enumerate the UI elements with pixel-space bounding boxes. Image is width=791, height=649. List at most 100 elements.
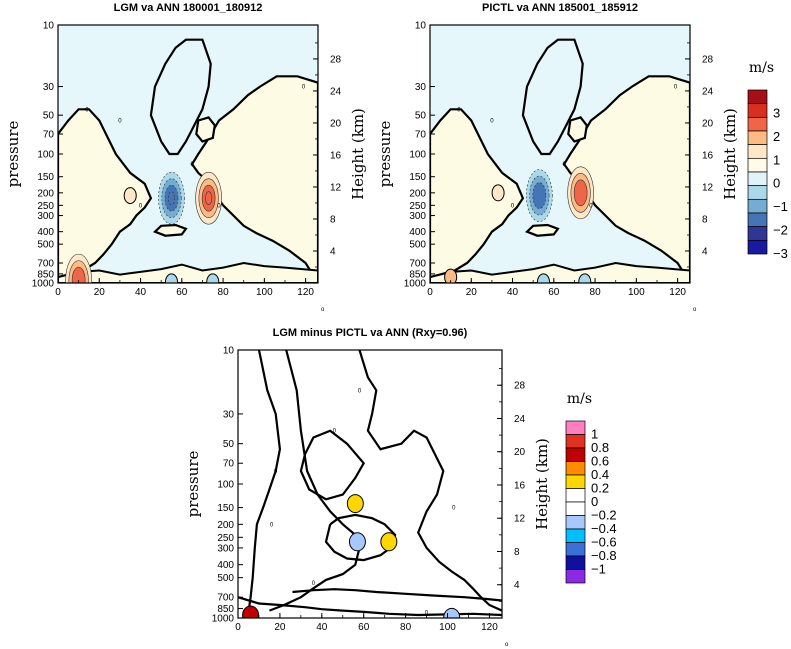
colorbar-label: −1 <box>591 562 606 577</box>
contour-feature-3 <box>491 184 505 202</box>
h-tick-label: 16 <box>514 480 526 491</box>
p-tick-label: 50 <box>415 111 427 122</box>
contour-feature-6 <box>206 273 220 283</box>
x-tick-label: 80 <box>218 287 230 298</box>
p-tick-label: 250 <box>37 201 54 212</box>
x-tick-label: 40 <box>507 287 519 298</box>
x-tick-label: 120 <box>481 622 498 633</box>
zero-contour-mid <box>152 223 188 237</box>
zero-contour-label: 0 <box>302 85 306 91</box>
zero-contour-label: 0 <box>217 203 221 209</box>
colorbar-swatch <box>747 198 768 214</box>
zero-contour-label: 0 <box>674 85 678 91</box>
colorbar-swatch <box>565 528 586 543</box>
p-tick-label: 70 <box>43 130 55 141</box>
contour-feature-5 <box>242 605 260 618</box>
x-axis-marker: o <box>693 307 697 313</box>
contour-feature-3 <box>123 187 137 205</box>
h-tick-label: 4 <box>702 246 708 257</box>
contour-feature-1 <box>346 494 364 514</box>
h-tick-label: 16 <box>702 150 714 161</box>
x-tick-label: 20 <box>94 287 106 298</box>
colorbar-label: 0.2 <box>591 481 609 496</box>
p-tick-label: 1000 <box>404 279 427 290</box>
colorbar-label: 0.6 <box>591 454 609 469</box>
x-tick-label: 100 <box>628 287 645 298</box>
colorbar-unit: m/s <box>749 60 774 76</box>
colorbar-label: 1 <box>591 427 598 442</box>
h-tick-label: 8 <box>330 214 336 225</box>
colorbar-swatch <box>747 103 768 118</box>
colorbar-swatch <box>747 239 768 255</box>
h-tick-label: 16 <box>330 150 342 161</box>
contour-feature-3 <box>380 532 398 552</box>
p-tick-label: 300 <box>37 211 54 222</box>
p-tick-label: 250 <box>217 533 234 544</box>
colorbar-swatch <box>565 488 586 503</box>
p-tick-label: 100 <box>37 150 54 161</box>
colorbar-swatch <box>565 515 586 530</box>
x-tick-label: 60 <box>176 287 188 298</box>
zero-contour-label: 0 <box>312 581 316 587</box>
p-tick-label: 300 <box>409 211 426 222</box>
colorbar-swatch <box>565 569 586 584</box>
h-tick-label: 28 <box>330 54 342 65</box>
x-axis-marker: o <box>321 307 325 313</box>
x-tick-label: 60 <box>548 287 560 298</box>
p-tick-label: 150 <box>217 503 234 514</box>
colorbar-label: −0.2 <box>591 508 617 523</box>
contour-panel-3: LGM minus PICTL va ANN (Rxy=0.96)0 20 40 60… <box>184 327 551 648</box>
zero-contour-line-3 <box>358 350 502 612</box>
zero-contour-line-6 <box>292 588 502 602</box>
x-tick-label: 0 <box>55 287 61 298</box>
x-tick-label: 0 <box>427 287 433 298</box>
h-tick-label: 20 <box>330 118 342 129</box>
zero-contour-upper <box>521 38 584 156</box>
colorbar-label: −3 <box>773 246 788 261</box>
x-tick-label: 60 <box>358 622 370 633</box>
h-tick-label: 20 <box>702 118 714 129</box>
zero-contour-label: 0 <box>118 119 122 125</box>
colorbar-top: m/s 3 2 1 0 −1 −2 −3 <box>747 60 788 261</box>
h-tick-label: 8 <box>514 547 520 558</box>
colorbar-swatch <box>747 116 768 132</box>
surface-contour <box>58 261 318 283</box>
p-tick-label: 30 <box>43 82 55 93</box>
zero-contour-label: 0 <box>85 107 89 113</box>
x-tick-label: 80 <box>590 287 602 298</box>
p-tick-label: 400 <box>37 227 54 238</box>
x-tick-label: 40 <box>316 622 328 633</box>
x-tick-label: 100 <box>256 287 273 298</box>
zero-contour-label: 0 <box>139 203 143 209</box>
plot-title: LGM va ANN 180001_180912 <box>114 2 263 14</box>
zero-contour-label: 0 <box>333 429 337 435</box>
x-tick-label: 20 <box>466 287 478 298</box>
h-tick-label: 4 <box>330 246 336 257</box>
colorbar-label: 0 <box>773 176 780 191</box>
colorbar-label: −1 <box>773 199 788 214</box>
y2-axis-label: Height (km) <box>721 108 739 200</box>
plot-title: PICTL va ANN 185001_185912 <box>482 2 638 14</box>
x-tick-label: 40 <box>135 287 147 298</box>
y-axis-label: pressure <box>376 121 394 188</box>
contour-feature-6 <box>578 273 592 283</box>
zero-contour-label: 0 <box>190 162 194 168</box>
p-tick-label: 150 <box>37 172 54 183</box>
colorbar-swatch <box>565 434 586 449</box>
p-tick-label: 200 <box>37 188 54 199</box>
zero-contour-label: 0 <box>490 119 494 125</box>
contour-feature-2 <box>348 532 366 552</box>
h-tick-label: 20 <box>514 447 526 458</box>
colorbar-label: 0 <box>591 494 598 509</box>
p-tick-label: 850 <box>409 269 426 280</box>
contour-extremum-1 <box>532 182 547 209</box>
colorbar-label: 3 <box>773 105 780 120</box>
colorbar-diff: m/s 10.80.60.40.20−0.2−0.4−0.6−0.8−1 <box>565 391 617 584</box>
zero-contour-mid <box>524 223 560 237</box>
zero-contour-label: 0 <box>358 388 362 394</box>
zero-contour-label: 0 <box>589 203 593 209</box>
y-axis-label: pressure <box>4 121 22 188</box>
colorbar-swatch <box>747 130 768 146</box>
y2-axis-label: Height (km) <box>349 108 367 200</box>
